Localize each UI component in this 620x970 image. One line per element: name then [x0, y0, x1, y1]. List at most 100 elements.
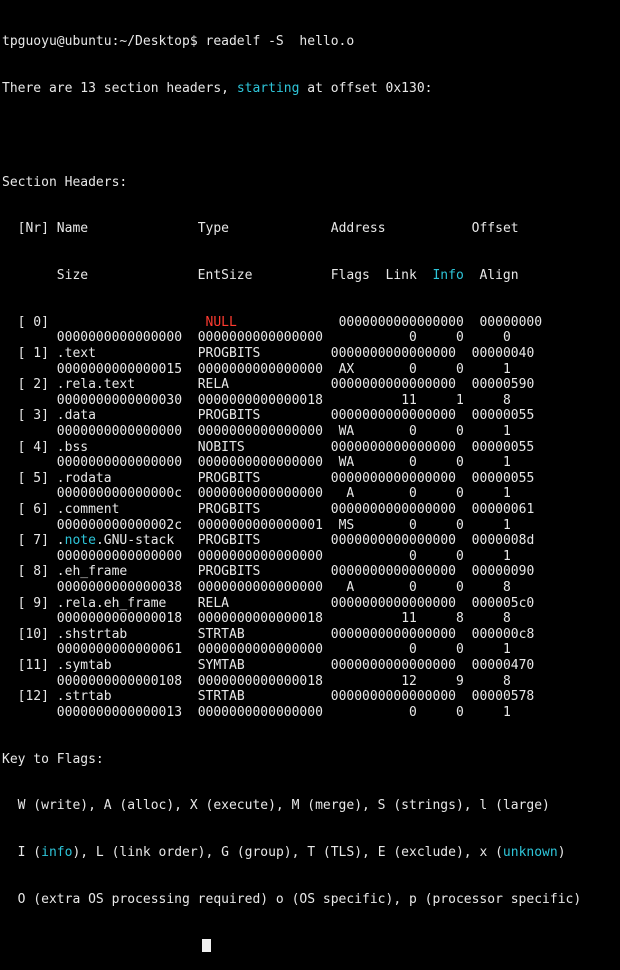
- section-size: 0000000000000061: [56, 642, 183, 658]
- section-address: 0000000000000000: [330, 408, 456, 424]
- section-flags: AX: [338, 361, 355, 377]
- section-info: 0: [456, 361, 464, 377]
- section-nr: [ 1]: [2, 346, 49, 362]
- section-nr: [12]: [2, 689, 49, 705]
- section-flags: WA: [338, 455, 355, 471]
- section-size: 000000000000002c: [56, 517, 183, 533]
- section-size: 000000000000000c: [56, 486, 183, 502]
- section-address: 0000000000000000: [330, 533, 457, 549]
- col-type: Type: [197, 221, 331, 237]
- section-size: 0000000000000000: [56, 455, 183, 471]
- section-size: 0000000000000000: [56, 548, 183, 564]
- section-name: .symtab: [57, 658, 112, 673]
- section-link: 11: [401, 611, 417, 627]
- section-name: .comment: [57, 502, 120, 517]
- section-offset: 00000090: [471, 564, 535, 580]
- section-row-main: [ 6] .comment PROGBITS 0000000000000000 …: [2, 502, 620, 518]
- col-nr: [Nr]: [2, 221, 49, 237]
- section-align: 1: [502, 361, 511, 377]
- section-name: .strtab: [57, 689, 112, 704]
- section-offset: 00000590: [471, 377, 535, 393]
- section-row-detail: 000000000000000c 0000000000000000 A 0 0 …: [2, 486, 620, 502]
- section-row-main: [10] .shstrtab STRTAB 0000000000000000 0…: [2, 627, 620, 643]
- section-offset: 00000055: [471, 408, 535, 424]
- section-type: SYMTAB: [197, 657, 245, 673]
- section-entsize: 0000000000000000: [197, 579, 323, 595]
- section-type: PROGBITS: [197, 533, 261, 549]
- section-info: 0: [456, 642, 464, 658]
- section-link: 12: [401, 673, 417, 689]
- section-info: 0: [456, 579, 464, 595]
- section-address: 0000000000000000: [330, 564, 457, 580]
- section-size: 0000000000000013: [56, 704, 183, 720]
- section-nr: [ 8]: [2, 564, 49, 580]
- flags-key-line-2-c: ): [557, 845, 566, 861]
- section-align: 8: [502, 611, 511, 627]
- section-nr: [ 5]: [2, 470, 49, 486]
- terminal-cursor: [202, 938, 211, 952]
- section-offset: 00000055: [471, 439, 535, 455]
- section-name-text: .comment: [56, 502, 120, 517]
- section-name: .data: [57, 408, 96, 423]
- section-offset: 00000040: [471, 346, 535, 362]
- flags-key-line-2: I (info), L (link order), G (group), T (…: [2, 845, 620, 861]
- section-nr: [11]: [2, 657, 49, 673]
- flags-key-line-2-a: I (: [2, 845, 42, 861]
- section-info: 0: [456, 548, 464, 564]
- section-name-text: .eh_frame: [56, 564, 128, 580]
- section-row-detail: 0000000000000000 0000000000000000 0 0 0: [2, 330, 620, 346]
- section-name: .rodata: [57, 471, 112, 486]
- column-header-row-1: [Nr] Name Type Address Offset: [2, 221, 620, 237]
- section-name-text: .text: [56, 346, 96, 362]
- section-row-main: [ 4] .bss NOBITS 0000000000000000 000000…: [2, 440, 620, 456]
- section-nr: [ 9]: [2, 595, 49, 611]
- section-name: .text: [57, 346, 96, 361]
- section-entsize: 0000000000000000: [197, 548, 323, 564]
- section-entsize: 0000000000000000: [197, 642, 323, 658]
- section-align: 0: [502, 330, 511, 346]
- section-row-detail: 0000000000000013 0000000000000000 0 0 1: [2, 705, 620, 721]
- column-header-row-2: Size EntSize Flags Link Info Align: [2, 268, 620, 284]
- section-offset: 000005c0: [471, 595, 535, 611]
- col-info: Info: [432, 268, 464, 284]
- section-size: 0000000000000000: [56, 424, 183, 440]
- section-info: 0: [456, 517, 464, 533]
- section-row-main: [ 0] NULL 0000000000000000 00000000: [2, 315, 620, 331]
- section-name-rest: .GNU-stack: [95, 533, 175, 549]
- section-table: [ 0] NULL 0000000000000000 00000000 0000…: [2, 315, 620, 720]
- section-align: 1: [502, 424, 511, 440]
- section-link: 11: [401, 392, 417, 408]
- section-type: NOBITS: [197, 439, 245, 455]
- section-align: 1: [502, 517, 511, 533]
- prompt-line: tpguoyu@ubuntu:~/Desktop$ readelf -S hel…: [2, 34, 620, 50]
- section-address: 0000000000000000: [330, 502, 457, 517]
- section-link: 0: [409, 330, 417, 346]
- section-flags: A: [346, 579, 355, 595]
- section-address: 0000000000000000: [330, 470, 456, 486]
- section-row-main: [ 3] .data PROGBITS 0000000000000000 000…: [2, 408, 620, 424]
- section-size: 0000000000000030: [56, 392, 183, 408]
- section-info: 0: [456, 330, 464, 346]
- flags-key-title: Key to Flags:: [2, 751, 104, 767]
- section-nr: [ 7]: [2, 533, 49, 549]
- section-name: .eh_frame: [57, 564, 127, 579]
- section-row-main: [12] .strtab STRTAB 0000000000000000 000…: [2, 689, 620, 705]
- section-row-detail: 000000000000002c 0000000000000001 MS 0 0…: [2, 518, 620, 534]
- section-address: 0000000000000000: [330, 346, 456, 362]
- section-info: 0: [456, 455, 464, 471]
- section-name: .rela.text: [57, 377, 135, 392]
- section-nr: [ 6]: [2, 502, 49, 517]
- col-name: Name: [48, 221, 198, 237]
- section-name-text: .bss: [56, 439, 89, 455]
- section-row-detail: 0000000000000108 0000000000000018 12 9 8: [2, 674, 620, 690]
- section-row-detail: 0000000000000000 0000000000000000 WA 0 0…: [2, 455, 620, 471]
- section-info: 1: [456, 392, 464, 408]
- section-entsize: 0000000000000000: [197, 330, 323, 346]
- col-offset: Offset: [471, 221, 519, 237]
- section-size: 0000000000000018: [56, 611, 183, 627]
- section-entsize: 0000000000000018: [197, 392, 323, 408]
- section-align: 1: [502, 486, 511, 502]
- section-address: 0000000000000000: [330, 377, 456, 393]
- section-type: PROGBITS: [197, 346, 261, 362]
